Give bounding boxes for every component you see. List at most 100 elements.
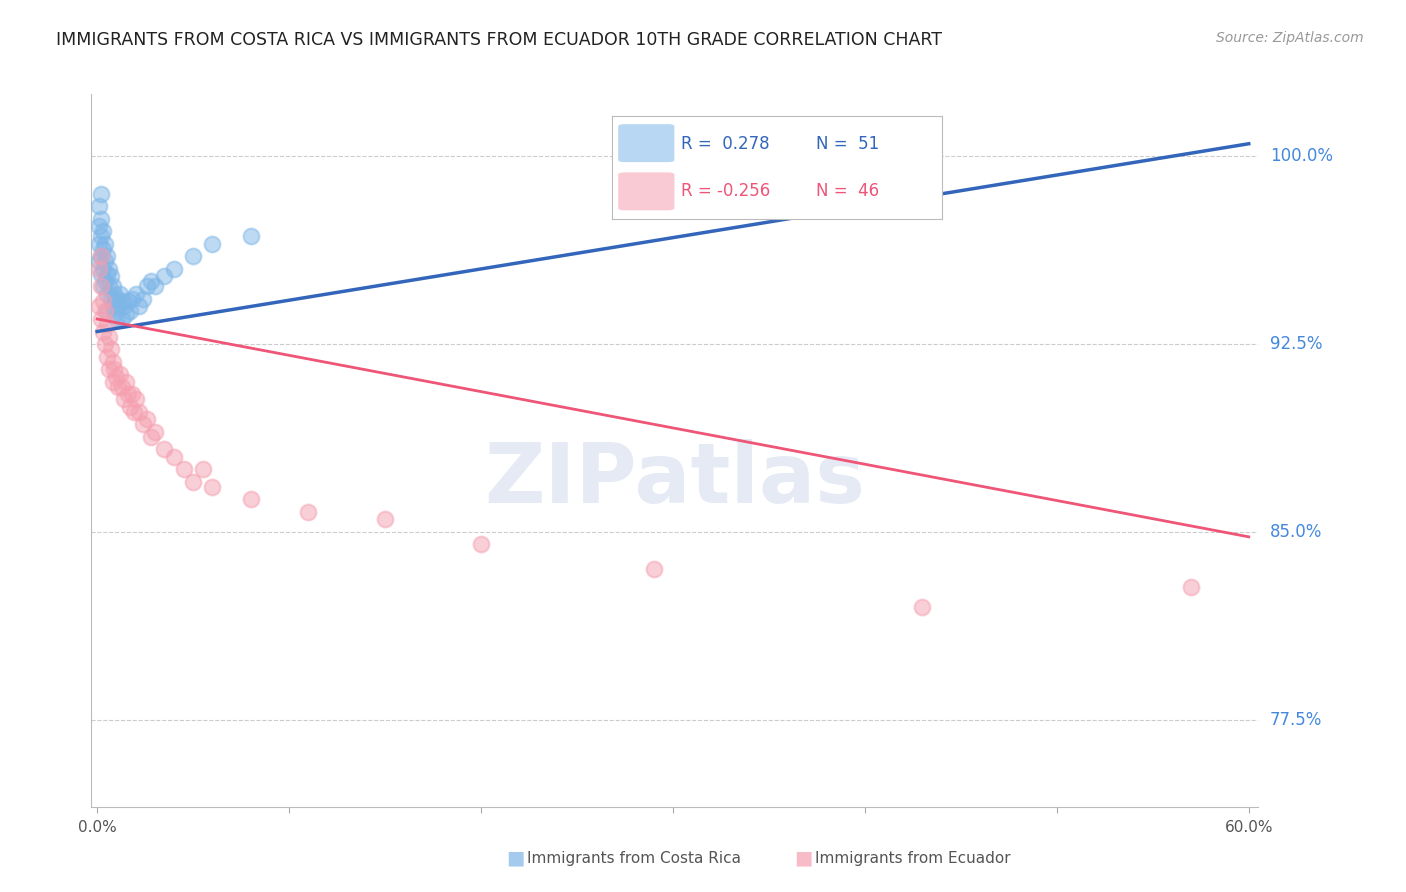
Text: Immigrants from Costa Rica: Immigrants from Costa Rica bbox=[527, 851, 741, 865]
Point bbox=[105, 369, 128, 384]
Point bbox=[118, 400, 141, 414]
Text: 77.5%: 77.5% bbox=[1270, 711, 1323, 729]
Text: 85.0%: 85.0% bbox=[1270, 523, 1323, 541]
Point bbox=[112, 300, 135, 314]
Point bbox=[94, 236, 117, 251]
Text: ZIPatlas: ZIPatlas bbox=[485, 439, 865, 519]
Text: ■: ■ bbox=[794, 848, 813, 868]
Point bbox=[201, 236, 224, 251]
Point bbox=[101, 300, 124, 314]
Point bbox=[90, 279, 112, 293]
Point bbox=[124, 287, 146, 301]
Point bbox=[128, 404, 150, 418]
Point bbox=[94, 275, 117, 289]
Point bbox=[105, 312, 128, 326]
Point bbox=[121, 292, 143, 306]
Point bbox=[91, 242, 114, 256]
Point bbox=[191, 462, 214, 476]
Point bbox=[100, 269, 122, 284]
Point bbox=[87, 236, 110, 251]
Point bbox=[90, 186, 112, 201]
Point bbox=[94, 254, 117, 268]
Point bbox=[239, 492, 262, 507]
Point bbox=[124, 392, 146, 406]
Point bbox=[96, 287, 118, 301]
Point bbox=[103, 307, 125, 321]
Point bbox=[239, 229, 262, 244]
Point bbox=[136, 279, 159, 293]
Point bbox=[643, 562, 665, 576]
Text: IMMIGRANTS FROM COSTA RICA VS IMMIGRANTS FROM ECUADOR 10TH GRADE CORRELATION CHA: IMMIGRANTS FROM COSTA RICA VS IMMIGRANTS… bbox=[56, 31, 942, 49]
Point bbox=[97, 329, 120, 343]
Point bbox=[111, 312, 134, 326]
Point bbox=[96, 304, 118, 318]
Point bbox=[911, 599, 934, 614]
Point bbox=[97, 261, 120, 276]
Point bbox=[87, 254, 110, 268]
Point bbox=[96, 317, 118, 331]
Point bbox=[103, 287, 125, 301]
Point bbox=[297, 505, 319, 519]
Point bbox=[117, 387, 139, 401]
Point bbox=[101, 279, 124, 293]
Point bbox=[90, 249, 112, 263]
Point bbox=[96, 267, 118, 281]
Point bbox=[121, 387, 143, 401]
Point bbox=[97, 362, 120, 376]
FancyBboxPatch shape bbox=[619, 172, 675, 211]
Text: 92.5%: 92.5% bbox=[1270, 335, 1323, 353]
Point bbox=[87, 199, 110, 213]
Text: R =  0.278: R = 0.278 bbox=[681, 135, 769, 153]
Point bbox=[97, 279, 120, 293]
Point bbox=[91, 279, 114, 293]
Text: N =  51: N = 51 bbox=[817, 135, 880, 153]
Point bbox=[96, 249, 118, 263]
Point bbox=[201, 480, 224, 494]
Text: R = -0.256: R = -0.256 bbox=[681, 182, 770, 200]
Point bbox=[470, 537, 492, 551]
Point bbox=[90, 229, 112, 244]
Text: 100.0%: 100.0% bbox=[1270, 147, 1333, 165]
Point bbox=[139, 430, 162, 444]
Point bbox=[181, 249, 204, 263]
Point bbox=[163, 261, 186, 276]
Point bbox=[132, 292, 155, 306]
Text: N =  46: N = 46 bbox=[817, 182, 880, 200]
Point bbox=[111, 294, 134, 309]
Point bbox=[108, 367, 131, 381]
Point bbox=[139, 275, 162, 289]
Point bbox=[96, 350, 118, 364]
Text: ■: ■ bbox=[506, 848, 524, 868]
Point bbox=[107, 300, 129, 314]
Point bbox=[91, 224, 114, 238]
Point bbox=[94, 304, 117, 318]
Point bbox=[122, 404, 145, 418]
Point bbox=[153, 442, 176, 457]
Point bbox=[118, 304, 141, 318]
Point bbox=[91, 325, 114, 339]
Point bbox=[153, 269, 176, 284]
Point bbox=[105, 292, 128, 306]
Point bbox=[163, 450, 186, 464]
Point bbox=[100, 342, 122, 356]
Point bbox=[143, 279, 166, 293]
Point bbox=[115, 307, 138, 321]
Point bbox=[117, 294, 139, 309]
Point bbox=[90, 211, 112, 226]
Point bbox=[87, 219, 110, 234]
Point bbox=[136, 412, 159, 426]
Point bbox=[132, 417, 155, 432]
Point bbox=[87, 300, 110, 314]
Text: Immigrants from Ecuador: Immigrants from Ecuador bbox=[815, 851, 1011, 865]
Point bbox=[143, 425, 166, 439]
Point bbox=[100, 292, 122, 306]
Point bbox=[87, 261, 110, 276]
Point bbox=[91, 294, 114, 309]
Point bbox=[181, 475, 204, 489]
Point bbox=[115, 375, 138, 389]
Point bbox=[173, 462, 195, 476]
FancyBboxPatch shape bbox=[619, 124, 675, 162]
Point bbox=[111, 379, 134, 393]
Point bbox=[91, 261, 114, 276]
Text: Source: ZipAtlas.com: Source: ZipAtlas.com bbox=[1216, 31, 1364, 45]
